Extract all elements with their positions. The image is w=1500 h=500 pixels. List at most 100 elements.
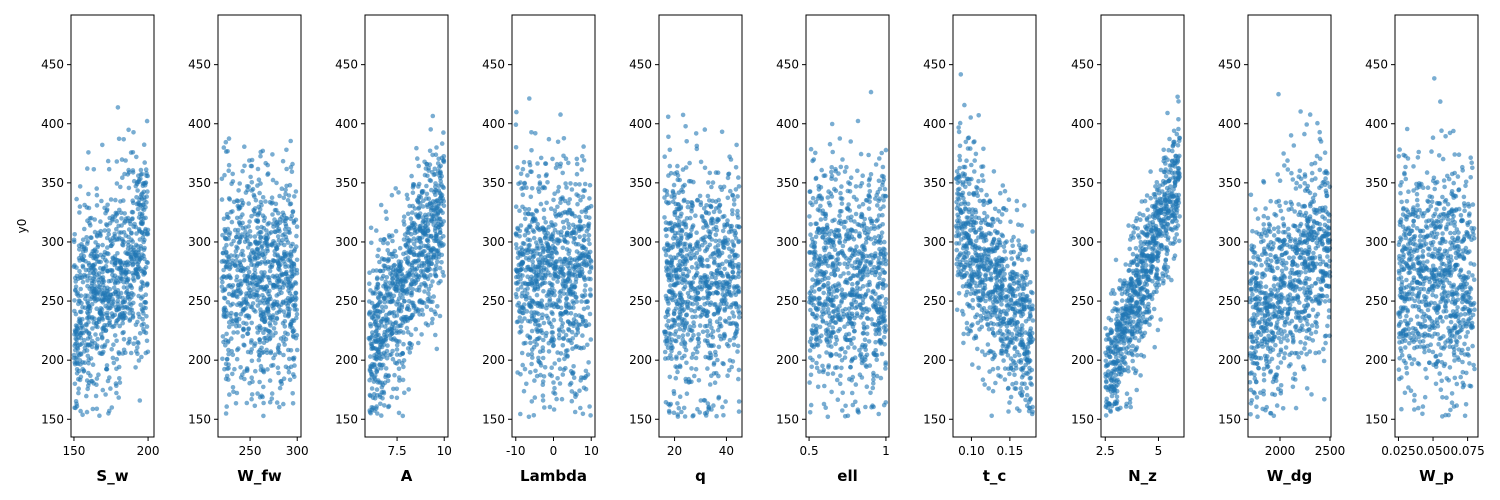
data-point — [398, 292, 403, 297]
data-point — [112, 231, 117, 237]
data-point — [518, 276, 523, 282]
data-point — [234, 315, 239, 321]
data-point — [274, 207, 279, 213]
data-point — [809, 364, 814, 370]
data-point — [268, 264, 273, 270]
data-point — [426, 287, 432, 292]
data-point — [587, 182, 593, 188]
y-tick-label: 300 — [335, 235, 358, 249]
data-point — [700, 263, 706, 269]
data-point — [573, 332, 579, 338]
data-point — [267, 399, 273, 405]
data-point — [227, 197, 233, 202]
data-point — [238, 311, 244, 317]
data-point — [702, 165, 708, 171]
data-point — [535, 300, 540, 306]
data-point — [711, 343, 716, 348]
data-point — [568, 368, 574, 374]
data-point — [258, 230, 264, 235]
data-point — [140, 283, 146, 289]
data-point — [239, 265, 245, 270]
data-point — [683, 124, 688, 129]
data-point — [286, 369, 292, 375]
data-point — [134, 201, 140, 207]
data-point — [547, 372, 553, 377]
data-point — [588, 337, 594, 342]
data-point — [288, 138, 294, 144]
data-point — [376, 247, 381, 253]
data-point — [572, 285, 577, 290]
data-point — [518, 328, 524, 334]
data-point — [865, 288, 871, 293]
data-point — [401, 364, 406, 370]
data-point — [403, 314, 408, 320]
data-point — [74, 371, 80, 376]
data-point — [580, 314, 585, 320]
data-point — [86, 191, 91, 197]
data-point — [227, 230, 233, 235]
data-point — [566, 326, 571, 332]
data-point — [522, 316, 527, 321]
data-point — [99, 344, 105, 350]
data-point — [385, 248, 391, 253]
data-point — [103, 210, 108, 216]
data-point — [116, 350, 121, 355]
data-point — [514, 268, 520, 274]
data-point — [74, 337, 80, 342]
data-point — [401, 251, 406, 257]
data-point — [74, 361, 80, 366]
data-point — [269, 391, 275, 396]
data-point — [547, 253, 552, 259]
data-point — [430, 279, 435, 284]
data-point — [573, 276, 579, 282]
data-point — [115, 251, 120, 256]
data-point — [428, 307, 434, 313]
data-point — [137, 237, 143, 242]
data-point — [380, 316, 385, 322]
y-tick-label: 350 — [629, 176, 652, 190]
data-point — [102, 228, 108, 233]
data-point — [283, 330, 288, 336]
data-point — [414, 306, 419, 312]
data-point — [226, 162, 232, 168]
data-point — [670, 190, 676, 195]
data-point — [137, 398, 143, 403]
data-point — [222, 172, 227, 178]
data-point — [265, 172, 270, 177]
data-point — [711, 362, 717, 367]
data-point — [393, 186, 399, 191]
data-point — [819, 314, 824, 320]
data-point — [522, 233, 528, 238]
data-point — [877, 271, 883, 277]
data-point — [283, 191, 288, 197]
data-point — [266, 308, 271, 314]
data-point — [716, 344, 722, 350]
data-point — [552, 361, 557, 366]
data-point — [386, 267, 391, 272]
data-point — [385, 290, 390, 295]
data-point — [538, 265, 543, 271]
data-point — [96, 319, 102, 325]
data-point — [401, 219, 407, 224]
data-point — [286, 252, 291, 258]
data-point — [368, 354, 373, 359]
data-point — [130, 216, 135, 221]
data-point — [425, 237, 430, 242]
data-point — [126, 239, 131, 245]
data-point — [127, 310, 132, 316]
data-point — [551, 343, 556, 348]
data-point — [412, 252, 417, 257]
data-point — [689, 307, 694, 313]
data-point — [98, 306, 104, 311]
data-point — [693, 314, 698, 320]
data-point — [396, 190, 401, 195]
data-point — [263, 240, 268, 245]
data-point — [120, 320, 125, 326]
data-point — [248, 163, 254, 169]
data-point — [574, 249, 580, 254]
data-point — [520, 204, 525, 210]
data-point — [80, 263, 86, 269]
data-point — [230, 209, 235, 214]
data-point — [114, 366, 119, 372]
